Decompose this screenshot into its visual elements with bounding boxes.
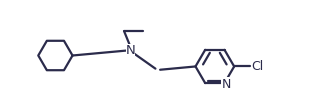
- Text: N: N: [126, 44, 135, 57]
- Text: Cl: Cl: [252, 60, 264, 73]
- Text: N: N: [221, 78, 231, 91]
